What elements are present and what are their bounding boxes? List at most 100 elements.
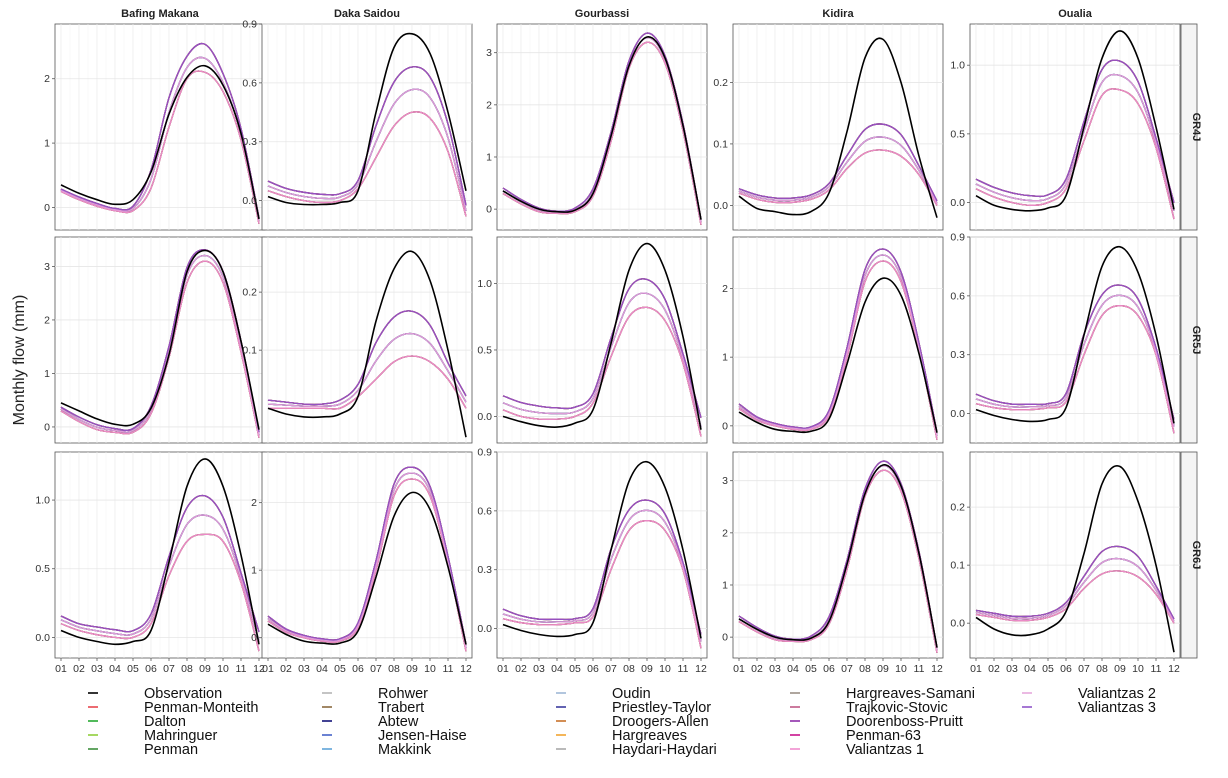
y-tick-label: 2 bbox=[251, 497, 257, 509]
column-title-gourbassi: Gourbassi bbox=[575, 8, 629, 20]
legend-item-mahringuer: Mahringuer bbox=[88, 728, 218, 744]
x-tick-label: 01 bbox=[970, 663, 982, 675]
legend-item-observation: Observation bbox=[88, 686, 222, 702]
series-line-valiantzas-2 bbox=[60, 514, 260, 642]
legend-item-priestley-taylor: Priestley-Taylor bbox=[556, 700, 711, 716]
x-tick-label: 12 bbox=[695, 663, 707, 675]
series-line-valiantzas-1 bbox=[975, 570, 1175, 624]
legend-label: Dalton bbox=[144, 714, 186, 730]
y-tick-label: 0 bbox=[486, 204, 492, 216]
y-tick-label: 0.0 bbox=[35, 632, 50, 644]
y-tick-label: 0.9 bbox=[950, 232, 965, 244]
y-tick-label: 1.0 bbox=[477, 278, 492, 290]
legend-item-penman-monteith: Penman-Monteith bbox=[88, 700, 258, 716]
x-tick-label: 07 bbox=[163, 663, 175, 675]
x-tick-label: 03 bbox=[91, 663, 103, 675]
y-tick-label: 1 bbox=[44, 368, 50, 380]
legend-label: Priestley-Taylor bbox=[612, 700, 711, 716]
series-line-valiantzas-2 bbox=[267, 332, 467, 408]
legend-item-valiantzas-1: Valiantzas 1 bbox=[790, 742, 924, 758]
y-tick-label: 0.2 bbox=[713, 77, 728, 89]
panel-gr4j-daka-saidou: 0.0 0.3 0.6 0.9 bbox=[242, 19, 473, 231]
series-line-valiantzas-2 bbox=[738, 254, 938, 437]
legend-item-doorenboss-pruitt: Doorenboss-Pruitt bbox=[790, 714, 963, 730]
y-tick-label: 0.5 bbox=[35, 563, 50, 575]
series-line-valiantzas-3 bbox=[738, 123, 938, 202]
x-tick-label: 11 bbox=[914, 663, 925, 675]
x-tick-label: 09 bbox=[1114, 663, 1126, 675]
y-tick-label: 0.9 bbox=[477, 447, 492, 459]
y-tick-label: 1 bbox=[251, 565, 257, 577]
legend-label: Jensen-Haise bbox=[378, 728, 467, 744]
x-tick-label: 10 bbox=[424, 663, 436, 675]
legend-label: Penman-63 bbox=[846, 728, 921, 744]
x-tick-label: 09 bbox=[641, 663, 653, 675]
row-strip-bg-gr4j bbox=[1180, 23, 1198, 231]
legend-label: Droogers-Allen bbox=[612, 714, 709, 730]
series-line-valiantzas-3 bbox=[60, 42, 260, 218]
y-tick-label: 0.2 bbox=[242, 287, 257, 299]
x-tick-label: 02 bbox=[988, 663, 1000, 675]
x-tick-label: 08 bbox=[623, 663, 635, 675]
x-tick-label: 02 bbox=[515, 663, 527, 675]
series-line-valiantzas-2 bbox=[267, 88, 467, 211]
series-line-valiantzas-1 bbox=[738, 149, 938, 206]
series-line-valiantzas-3 bbox=[502, 499, 702, 635]
y-tick-label: 0.0 bbox=[477, 411, 492, 423]
x-tick-label: 02 bbox=[280, 663, 292, 675]
panel-gr4j-gourbassi: 0 1 2 3 bbox=[486, 23, 708, 231]
legend-label: Valiantzas 2 bbox=[1078, 686, 1156, 702]
x-tick-label: 01 bbox=[497, 663, 509, 675]
series-line-valiantzas-1 bbox=[502, 41, 702, 225]
row-strip-bg-gr5j bbox=[1180, 236, 1198, 444]
series-line-valiantzas-2 bbox=[975, 73, 1175, 211]
column-title-oualia: Oualia bbox=[1058, 8, 1093, 20]
y-tick-label: 2 bbox=[722, 527, 728, 539]
legend-item-valiantzas-3: Valiantzas 3 bbox=[1022, 700, 1156, 716]
legend-label: Makkink bbox=[378, 742, 432, 758]
x-tick-label: 11 bbox=[678, 663, 689, 675]
y-tick-label: 0.3 bbox=[950, 349, 965, 361]
panel-gr5j-gourbassi: 0.0 0.5 1.0 bbox=[477, 236, 708, 444]
y-tick-label: 0.0 bbox=[950, 197, 965, 209]
series-line-valiantzas-2 bbox=[502, 292, 702, 428]
series-line-valiantzas-1 bbox=[502, 520, 702, 649]
y-tick-label: 0.6 bbox=[950, 290, 965, 302]
y-tick-label: 0 bbox=[722, 632, 728, 644]
y-tick-label: 0.1 bbox=[242, 345, 257, 357]
legend-item-haydari-haydari: Haydari-Haydari bbox=[556, 742, 717, 758]
series-line-observation bbox=[267, 32, 467, 206]
legend: ObservationPenman-MonteithDaltonMahringu… bbox=[88, 686, 1156, 758]
y-tick-label: 1.0 bbox=[35, 495, 50, 507]
x-tick-label: 02 bbox=[751, 663, 763, 675]
x-tick-label: 02 bbox=[73, 663, 85, 675]
series-line-observation bbox=[738, 277, 938, 434]
y-tick-label: 1 bbox=[486, 151, 492, 163]
legend-item-rohwer: Rohwer bbox=[322, 686, 428, 702]
x-tick-label: 01 bbox=[733, 663, 745, 675]
x-tick-label: 09 bbox=[406, 663, 418, 675]
series-line-observation bbox=[738, 37, 938, 218]
x-tick-label: 09 bbox=[199, 663, 211, 675]
y-tick-label: 0 bbox=[44, 421, 50, 433]
panel-gr4j-kidira: 0.0 0.1 0.2 bbox=[713, 23, 944, 231]
row-strip-gr6j: GR6J bbox=[1190, 541, 1202, 570]
y-tick-label: 0 bbox=[44, 202, 50, 214]
x-tick-label: 10 bbox=[1132, 663, 1144, 675]
panel-gr5j-kidira: 0 1 2 bbox=[722, 236, 944, 444]
series-line-valiantzas-1 bbox=[268, 355, 467, 410]
legend-label: Doorenboss-Pruitt bbox=[846, 714, 963, 730]
y-tick-label: 0.3 bbox=[477, 564, 492, 576]
series-line-observation bbox=[267, 250, 467, 438]
y-tick-label: 0.6 bbox=[242, 77, 257, 89]
y-tick-label: 1 bbox=[722, 352, 728, 364]
y-tick-label: 0.5 bbox=[950, 128, 965, 140]
panel-gr5j-daka-saidou: 0.1 0.2 bbox=[242, 236, 473, 444]
panel-gr6j-bafing-makana: 0.00.51.001 02 03 04 05 06 07 08 09 10 11 12 bbox=[35, 451, 266, 675]
legend-item-hargreaves-samani: Hargreaves-Samani bbox=[790, 686, 975, 702]
series-line-observation bbox=[267, 491, 467, 645]
y-tick-label: 1.0 bbox=[950, 60, 965, 72]
series-line-valiantzas-3 bbox=[975, 545, 1175, 620]
panel-gr5j-bafing-makana: 0 1 2 3 bbox=[44, 236, 266, 444]
